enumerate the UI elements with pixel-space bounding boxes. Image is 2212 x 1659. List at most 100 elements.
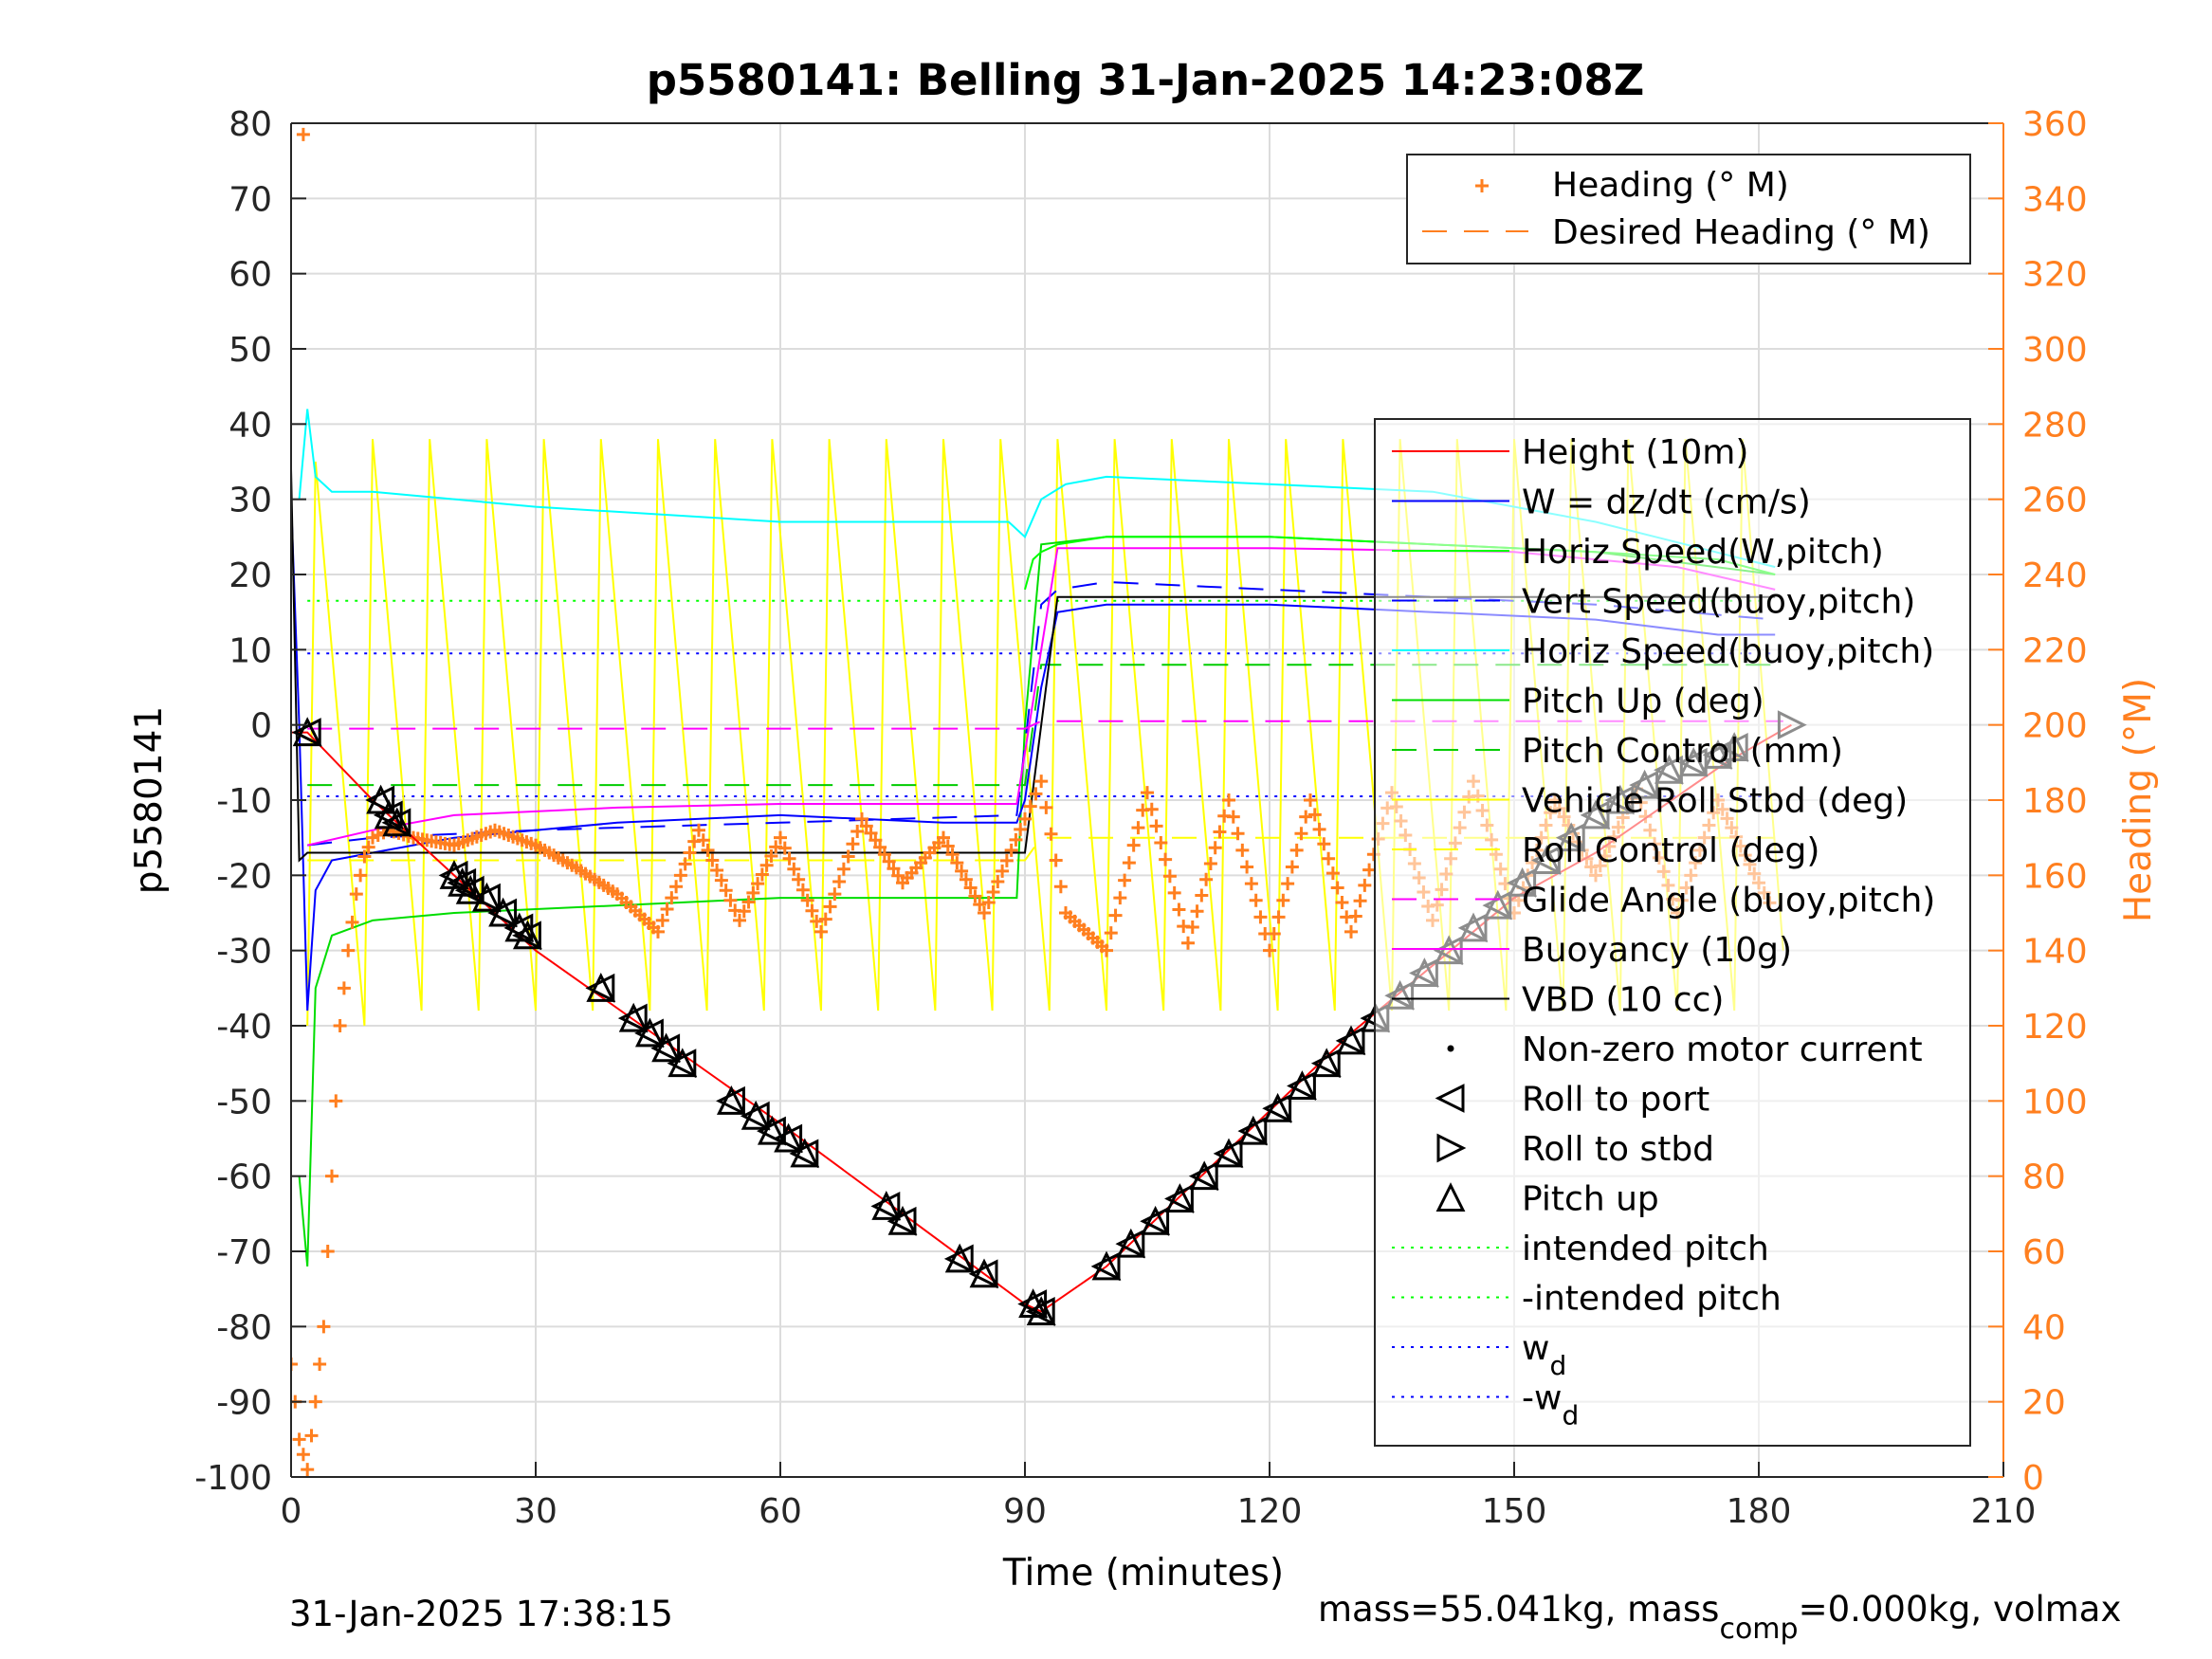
roll-to-port-marker xyxy=(740,1101,770,1131)
main-legend-entry: Pitch up xyxy=(1522,1180,1659,1219)
heading-marker xyxy=(855,811,868,826)
heading-legend-box xyxy=(1406,154,1971,264)
heading-marker xyxy=(1053,880,1068,894)
heading-marker xyxy=(1113,891,1127,905)
pitch-up-marker xyxy=(455,874,485,904)
roll-to-port-marker xyxy=(716,1085,745,1116)
heading-marker xyxy=(864,826,878,840)
roll-to-port-marker xyxy=(968,1259,998,1289)
pitch-up-marker xyxy=(1189,1160,1219,1191)
heading-marker xyxy=(325,1169,338,1183)
heading-marker xyxy=(719,884,733,898)
heading-marker xyxy=(701,843,715,857)
heading-marker xyxy=(787,862,801,876)
heading-marker xyxy=(651,924,665,939)
heading-marker xyxy=(1276,893,1290,907)
heading-marker xyxy=(937,830,950,845)
heading-legend-entry: Heading (° M) xyxy=(1552,166,1789,205)
heading-marker xyxy=(1231,827,1245,841)
main-legend-entry: Height (10m) xyxy=(1522,433,1748,472)
roll-to-port-marker xyxy=(789,1139,819,1169)
heading-marker xyxy=(887,862,901,876)
y-tick-label: 0 xyxy=(250,707,272,746)
series-line xyxy=(291,468,1776,863)
roll-to-port-marker xyxy=(471,883,501,913)
heading-marker xyxy=(963,881,978,895)
heading-marker xyxy=(1267,927,1281,941)
heading-marker xyxy=(1325,866,1340,881)
pitch-up-marker xyxy=(1287,1070,1317,1100)
pitch-up-marker xyxy=(1214,1138,1244,1168)
legend-heading: Heading (° M) Desired Heading (° M) xyxy=(1406,154,1971,264)
heading-marker xyxy=(1203,856,1217,870)
roll-to-port-marker xyxy=(887,1206,917,1236)
heading-marker xyxy=(361,840,375,854)
heading-marker xyxy=(1235,843,1250,857)
heading-legend-entry: Desired Heading (° M) xyxy=(1552,213,1930,252)
pitch-up-marker xyxy=(634,1017,665,1048)
pitch-up-marker xyxy=(740,1100,771,1130)
heading-marker xyxy=(859,819,873,833)
y2-tick-label: 60 xyxy=(2022,1233,2066,1272)
pitch-up-marker xyxy=(1263,1092,1293,1122)
main-legend-entry: Roll to stbd xyxy=(1522,1130,1714,1169)
y2-tick-label: 280 xyxy=(2022,406,2088,445)
y2-tick-label: 160 xyxy=(2022,857,2088,896)
x-tick-label: 60 xyxy=(759,1492,802,1531)
y-tick-label: 50 xyxy=(229,331,272,370)
heading-marker xyxy=(1159,852,1173,866)
x-tick-label: 180 xyxy=(1727,1492,1792,1531)
footer-mass-prefix: mass=55.041kg, mass xyxy=(1318,1589,1719,1630)
roll-to-port-marker xyxy=(870,1191,901,1221)
heading-marker xyxy=(741,895,756,909)
heading-marker xyxy=(805,903,819,918)
y-tick-label: -20 xyxy=(216,857,272,896)
x-tick-label: 0 xyxy=(281,1492,302,1531)
pitch-up-marker xyxy=(651,1032,682,1063)
footer-mass-suffix: =0.000kg, volmax xyxy=(1799,1589,2122,1630)
legend-swatch xyxy=(1435,1084,1465,1113)
heading-marker xyxy=(292,1432,306,1447)
pitch-up-marker xyxy=(667,1048,698,1078)
roll-to-port-marker xyxy=(381,808,411,838)
heading-marker xyxy=(1029,787,1043,801)
heading-marker xyxy=(777,841,792,855)
main-legend-entry: Pitch Control (mm) xyxy=(1522,732,1843,771)
ticks: 0 30 60 90 120 150 180 21080706050403020100-10-… xyxy=(194,105,2087,1531)
heading-marker xyxy=(317,1320,331,1334)
heading-marker xyxy=(296,127,310,141)
y2-tick-label: 300 xyxy=(2022,331,2088,370)
heading-marker xyxy=(733,913,746,927)
heading-marker xyxy=(836,862,850,876)
footer-mass: mass=55.041kg, masscomp=0.000kg, volmax xyxy=(1318,1589,2121,1646)
heading-marker xyxy=(1285,860,1299,874)
roll-to-port-marker xyxy=(1090,1251,1121,1282)
heading-marker xyxy=(354,868,368,883)
heading-marker xyxy=(814,924,828,939)
heading-marker xyxy=(800,893,814,907)
pitch-up-marker xyxy=(757,1115,787,1145)
pitch-up-marker xyxy=(1091,1250,1122,1281)
heading-marker xyxy=(1154,835,1168,849)
heading-marker xyxy=(1244,877,1258,891)
heading-marker xyxy=(810,914,824,928)
heading-marker xyxy=(1023,799,1037,813)
heading-marker xyxy=(1281,877,1295,891)
heading-marker xyxy=(308,1395,322,1409)
heading-marker xyxy=(973,898,987,912)
heading-marker xyxy=(341,943,356,957)
heading-marker xyxy=(1253,910,1268,924)
heading-marker xyxy=(1263,943,1276,957)
y2-tick-label: 40 xyxy=(2022,1308,2066,1347)
roll-to-port-marker xyxy=(617,1003,648,1033)
y2-tick-label: 0 xyxy=(2022,1459,2044,1498)
heading-marker xyxy=(823,900,837,914)
y2-tick-label: 240 xyxy=(2022,556,2088,595)
roll-to-port-marker xyxy=(1115,1229,1145,1259)
legend-subscript: d xyxy=(1549,1350,1566,1381)
heading-marker xyxy=(1014,822,1028,836)
y-tick-label: -90 xyxy=(216,1384,272,1423)
heading-marker xyxy=(873,840,887,854)
main-legend-entry: -intended pitch xyxy=(1522,1280,1782,1319)
